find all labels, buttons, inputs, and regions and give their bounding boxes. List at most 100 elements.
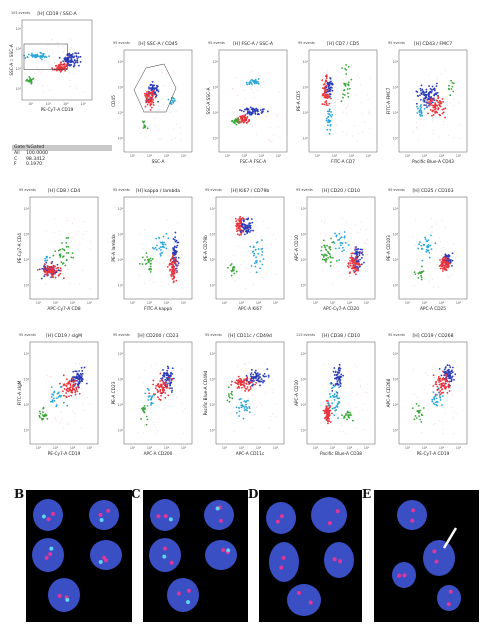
data-point [439,405,441,407]
data-point [436,385,439,388]
tick-label: 10⁵ [301,207,307,211]
data-point [48,62,50,64]
data-point [235,270,238,273]
data-point [342,96,344,99]
tick-label: 10² [118,136,124,140]
data-point [79,61,82,63]
tick-label: 10² [213,136,219,140]
data-point [325,405,328,408]
data-point [46,274,49,277]
data-point [339,365,341,367]
data-point [232,406,234,408]
data-point [239,377,241,380]
scatter-points [138,70,182,141]
y-axis-label: SSC-A :: SSC-A [9,44,15,75]
data-point [164,243,167,246]
data-point [39,412,42,415]
data-point [331,113,334,116]
data-point [157,268,159,270]
data-point [417,95,419,98]
y-axis-label: FITC-A FMC7 [386,87,392,114]
data-point [329,431,331,433]
x-axis-label: FITC-A CD7 [331,159,355,165]
data-point [439,267,442,270]
data-point [176,396,178,398]
data-point [147,399,150,401]
data-point [337,367,340,370]
data-point [241,380,244,383]
data-point [152,422,154,424]
data-point [455,413,457,415]
data-point [74,52,77,55]
data-point [238,386,241,389]
data-point [73,64,76,66]
data-point [142,121,145,124]
data-point [424,238,427,240]
data-point [433,94,435,97]
data-point [444,254,447,256]
data-point [273,134,275,136]
data-point [415,422,417,424]
data-point [162,262,164,264]
data-point [335,245,337,247]
data-point [431,114,433,117]
data-point [149,257,152,260]
tick-label: 10⁵ [213,60,219,64]
x-axis-label: APC-Cy7-A CD8 [47,306,80,312]
data-point [354,273,357,276]
data-point [427,95,430,98]
data-point [438,99,441,102]
data-point [359,258,361,261]
data-point [456,81,458,83]
data-point [327,112,330,115]
data-point [335,374,338,377]
data-point [63,388,66,390]
data-point [322,364,324,366]
data-point [359,378,361,380]
data-point [169,383,171,386]
data-point [56,403,58,405]
data-point [164,378,167,381]
data-point [161,391,164,394]
tick-label: 10² [393,136,399,140]
data-point [144,105,147,108]
data-point [72,378,75,380]
data-point [369,78,371,80]
data-point [323,87,325,90]
data-point [437,375,440,378]
data-point [76,87,78,89]
data-point [327,422,329,425]
data-point [420,104,422,106]
plot-frame [398,196,468,300]
data-point [450,82,452,84]
event-count: 95 events [113,41,130,45]
fish-panel-c [143,490,248,622]
data-point [52,254,55,257]
data-point [257,248,260,250]
data-point [83,91,85,93]
data-point [42,411,44,414]
data-point [78,392,81,395]
data-point [415,126,417,128]
data-point [150,130,152,132]
data-point [347,96,350,98]
data-point [415,417,418,419]
data-point [82,402,84,404]
data-point [358,412,360,414]
data-point [242,384,245,387]
data-point [242,417,245,420]
data-point [363,242,365,244]
data-point [444,116,446,119]
data-point [448,390,451,392]
data-point [359,77,361,79]
data-point [345,106,347,108]
tick-label: 10³ [24,258,30,262]
data-point [183,234,185,236]
data-point [329,114,332,117]
data-point [334,105,336,107]
fish-signal-red [296,591,301,596]
data-point [341,67,343,69]
fish-signal-red [327,521,332,526]
data-point [66,269,68,271]
flow-panel-svg: 95 events [H] FSC-A / SSC-A10²10²10³10³10… [206,41,288,165]
